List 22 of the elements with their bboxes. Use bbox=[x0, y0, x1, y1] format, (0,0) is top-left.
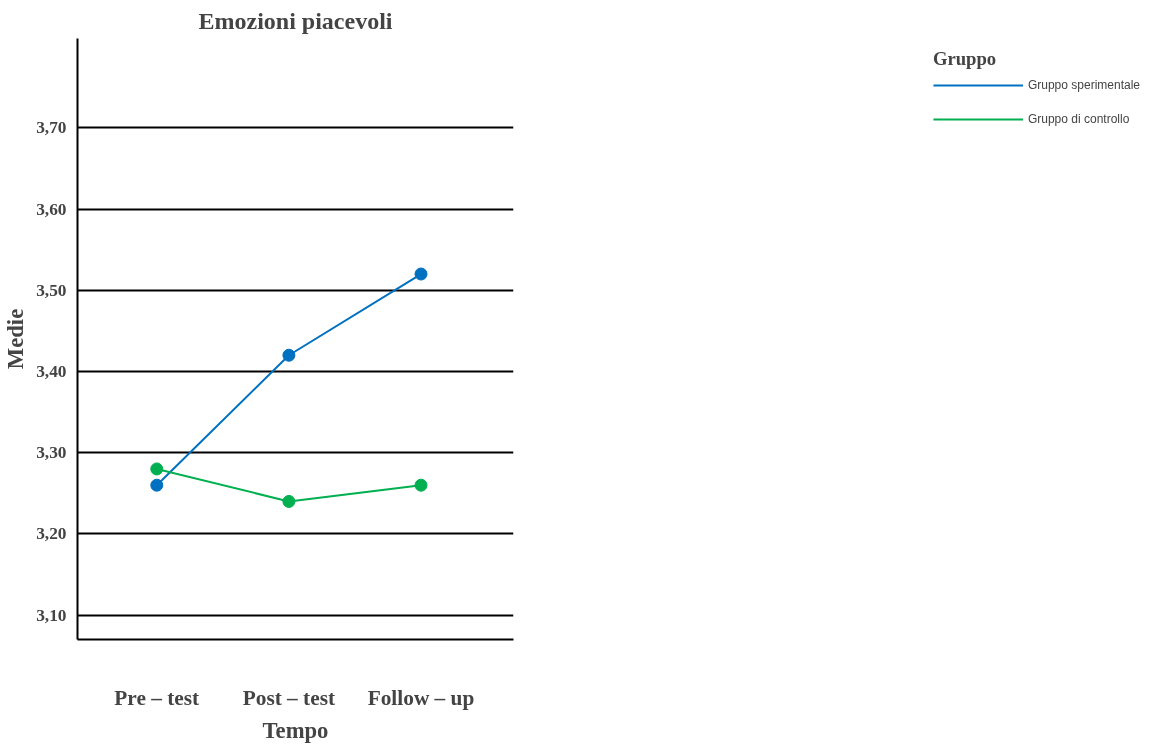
point bbox=[282, 494, 296, 508]
y-tick-label: 3,60 bbox=[36, 199, 67, 219]
point bbox=[414, 478, 428, 492]
y-tick-label: 3,50 bbox=[36, 280, 67, 300]
y-tick-label: 3,40 bbox=[36, 361, 67, 381]
text: Gruppo sperimentale bbox=[1027, 78, 1140, 92]
x-tick-label: Post – test bbox=[242, 685, 336, 710]
y-tick-label: 3,70 bbox=[36, 118, 67, 138]
chart-title: Emozioni piacevoli bbox=[198, 7, 393, 34]
x-tick-label: Pre – test bbox=[114, 685, 201, 710]
x-tick-label: Follow – up bbox=[367, 685, 475, 710]
y-tick-label: 3,20 bbox=[36, 524, 67, 544]
point bbox=[282, 348, 296, 362]
point bbox=[150, 462, 164, 476]
x-axis-title: Tempo bbox=[262, 717, 329, 743]
y-axis-title: Medie bbox=[3, 308, 29, 370]
text: Gruppo di controllo bbox=[1027, 112, 1130, 126]
point bbox=[414, 267, 428, 281]
legend-title: Gruppo bbox=[932, 48, 998, 70]
point bbox=[150, 478, 164, 492]
y-tick-label: 3,10 bbox=[36, 605, 67, 625]
y-tick-label: 3,30 bbox=[36, 443, 67, 463]
